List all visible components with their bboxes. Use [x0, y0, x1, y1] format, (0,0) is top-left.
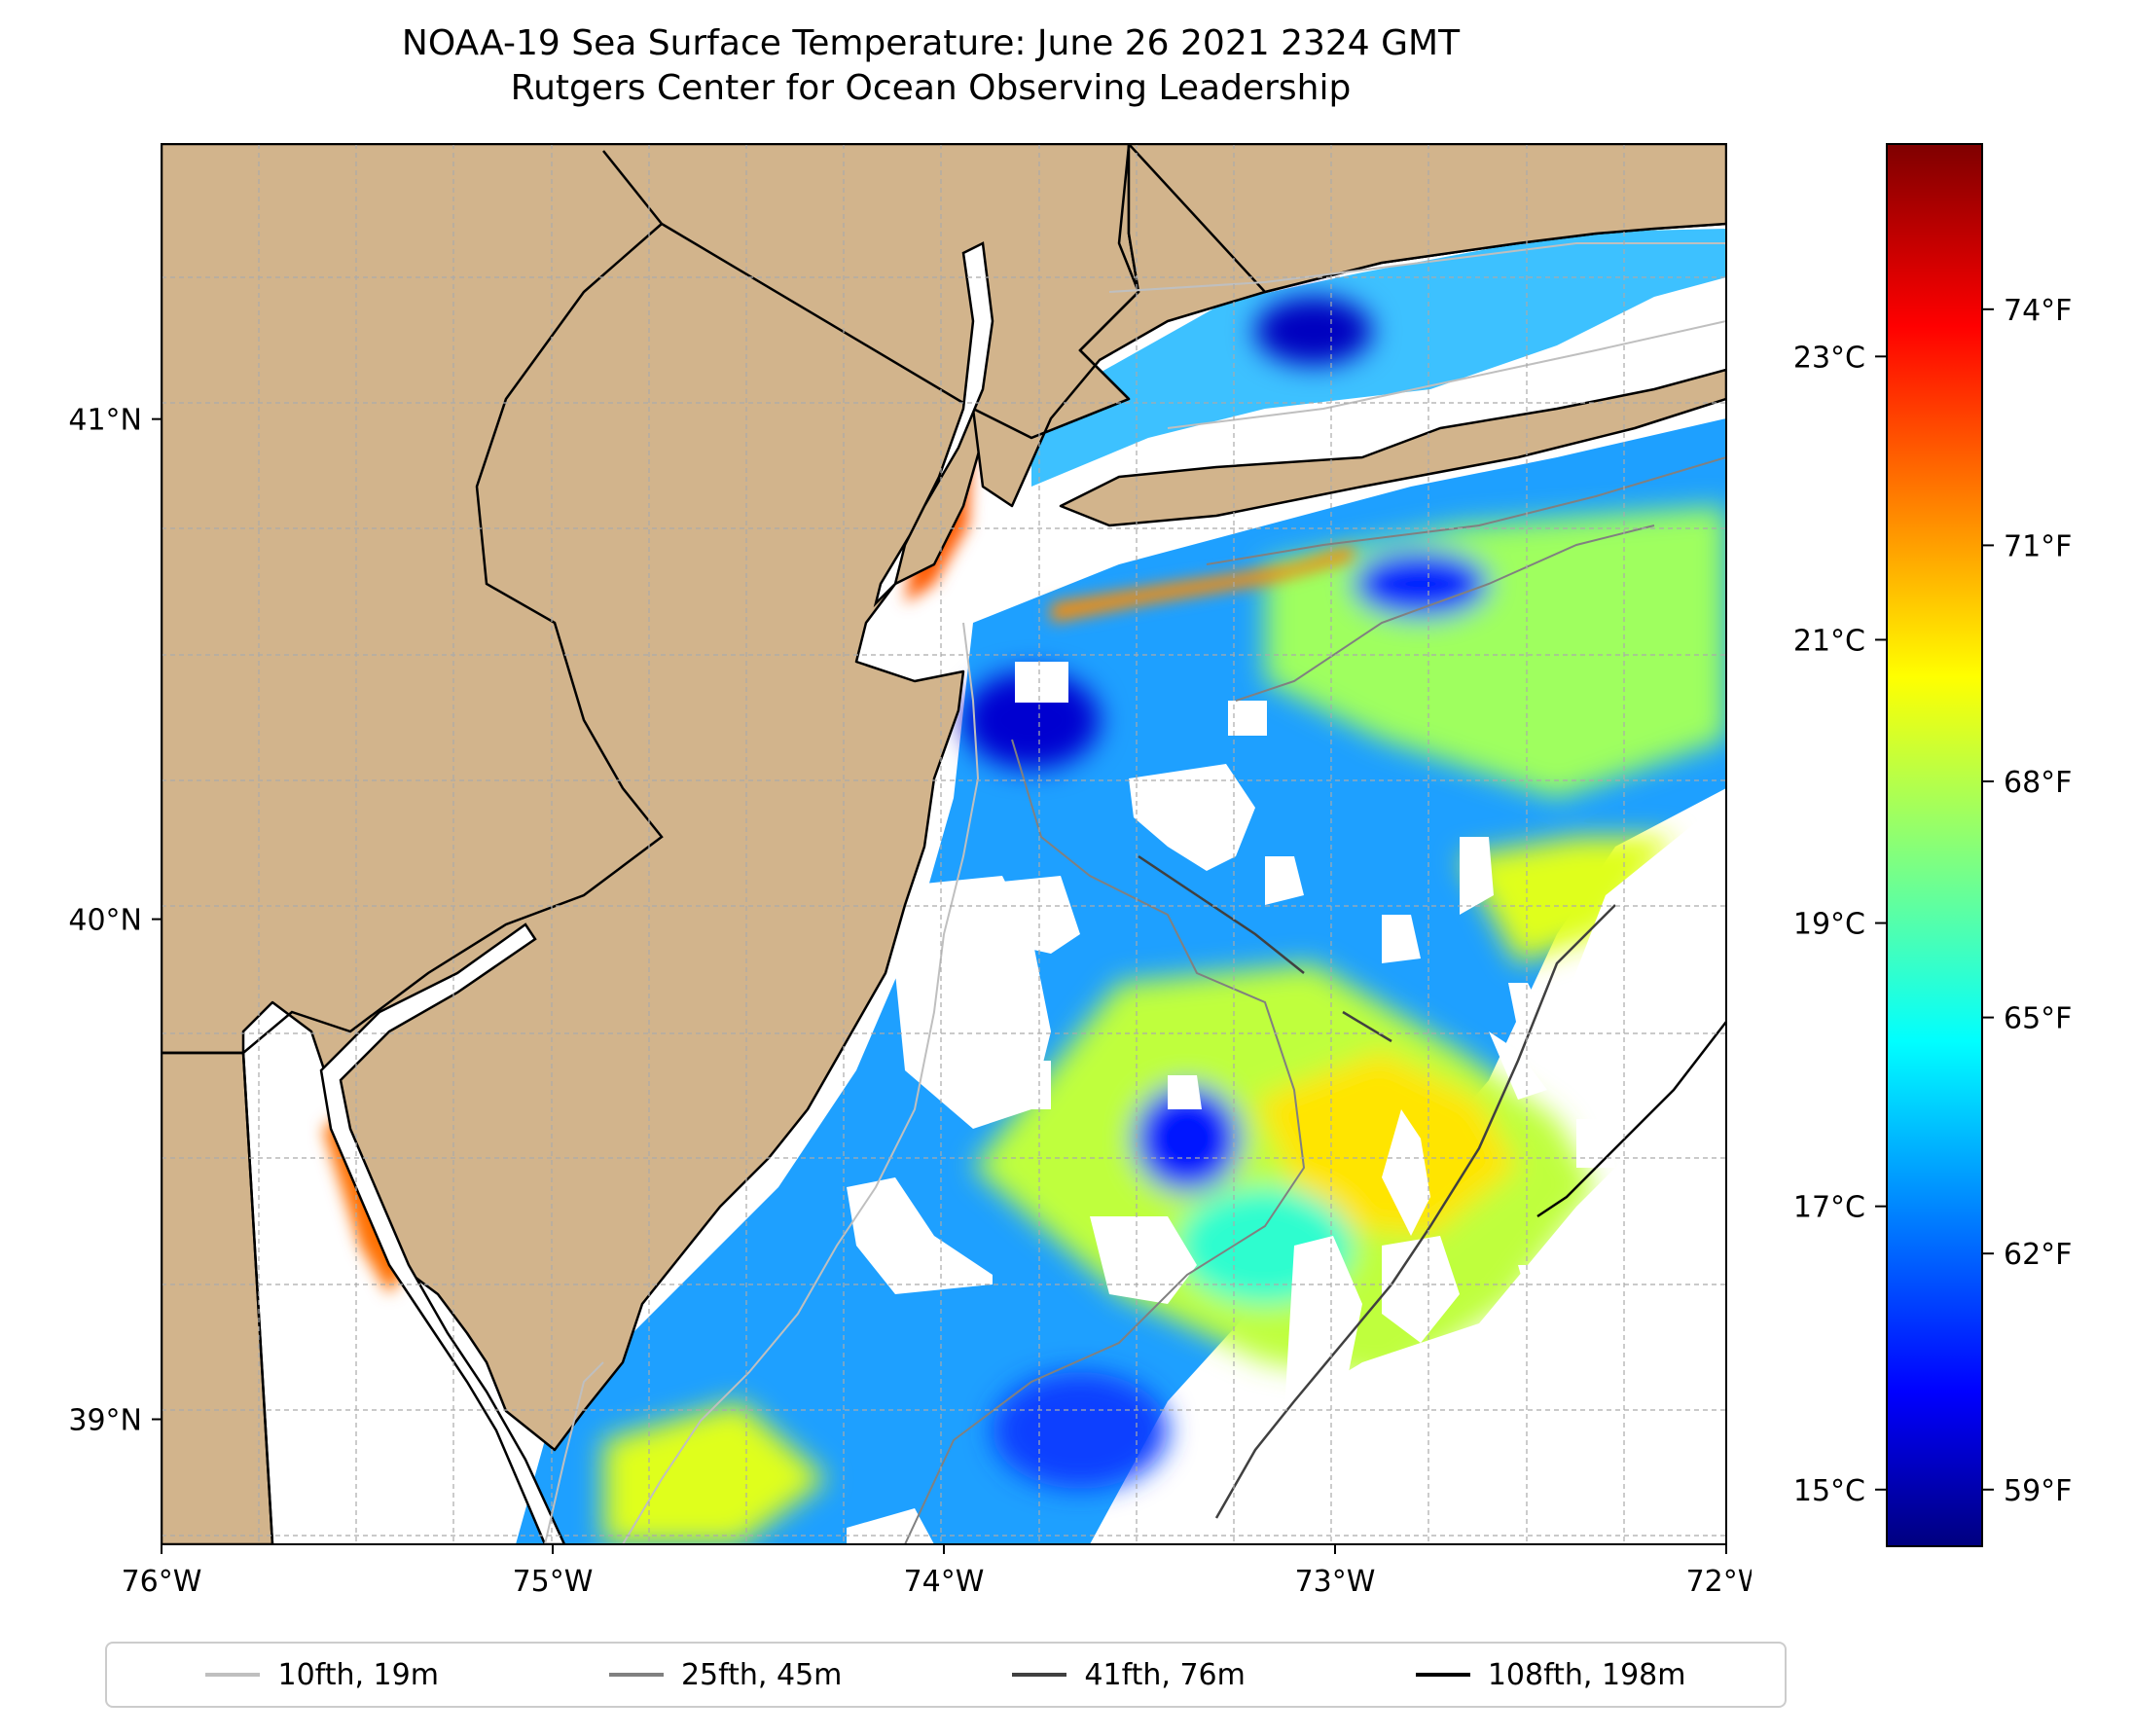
fahrenheit-tick-label: 71°F	[2004, 529, 2072, 563]
legend-label: 108fth, 198m	[1487, 1657, 1686, 1692]
fahrenheit-tick-label: 62°F	[2004, 1238, 2072, 1272]
isobath-41fth	[1138, 854, 1616, 1519]
celsius-tick-label: 23°C	[1793, 341, 1865, 375]
colorbar-fahrenheit-ticks: 59°F 62°F 65°F 68°F 71°F 74°F	[1982, 294, 2072, 1508]
isobath-10fth	[544, 242, 1726, 1544]
lon-tick-label: 76°W	[122, 1565, 202, 1599]
land-connecticut	[1127, 144, 1726, 294]
lon-tick-label: 75°W	[513, 1565, 594, 1599]
fahrenheit-tick-label: 65°F	[2004, 1002, 2072, 1036]
legend-label: 10fth, 19m	[277, 1657, 439, 1692]
no-data-southeast	[1197, 1070, 1726, 1544]
sst-cool-north	[1255, 297, 1372, 365]
state-borders	[162, 145, 1140, 1544]
fahrenheit-tick-label: 74°F	[2004, 294, 2072, 328]
isobath-25fth	[904, 456, 1726, 1544]
sst-cool-eddy-2	[993, 1372, 1168, 1489]
lat-ticks: 41°N 40°N 39°N	[68, 404, 162, 1438]
sst-cool-offshore	[1353, 550, 1489, 618]
lon-tick-label: 72°W	[1686, 1565, 1752, 1599]
sst-yellow-patch	[1460, 837, 1674, 963]
legend-line-swatch	[1415, 1673, 1470, 1677]
lon-tick-label: 73°W	[1295, 1565, 1376, 1599]
colorbar-celsius-ticks: 15°C 17°C 19°C 21°C 23°C	[1793, 341, 1887, 1508]
sst-yellow-south	[603, 1401, 827, 1544]
delaware-river	[319, 922, 566, 1544]
graticule	[162, 144, 1726, 1544]
isobath-legend: 10fth, 19m 25fth, 45m 41fth, 76m 108fth, 19…	[105, 1642, 1787, 1708]
hudson-river	[873, 241, 994, 608]
isobath-108fth	[1536, 1021, 1726, 1218]
title-line-1: NOAA-19 Sea Surface Temperature: June 26…	[401, 23, 1461, 63]
sst-warm-shore-li	[1051, 545, 1353, 623]
celsius-tick-label: 21°C	[1793, 624, 1865, 658]
lat-tick-label: 39°N	[68, 1404, 142, 1438]
fahrenheit-tick-label: 59°F	[2004, 1474, 2072, 1508]
legend-label: 41fth, 76m	[1084, 1657, 1246, 1692]
legend-line-swatch	[1012, 1673, 1067, 1677]
legend-item: 108fth, 198m	[1415, 1657, 1686, 1692]
celsius-tick-label: 19°C	[1793, 908, 1865, 942]
legend-line-swatch	[205, 1673, 261, 1677]
lon-tick-label: 74°W	[904, 1565, 985, 1599]
legend-item: 25fth, 45m	[608, 1657, 843, 1692]
land-new-york-long-island	[1059, 368, 1726, 527]
title-line-2: Rutgers Center for Ocean Observing Leade…	[510, 68, 1352, 108]
land	[162, 144, 1726, 1544]
sst-region-long-island-sound	[1031, 229, 1726, 487]
celsius-tick-label: 17°C	[1793, 1191, 1865, 1225]
legend-item: 41fth, 76m	[1012, 1657, 1246, 1692]
legend-label: 25fth, 45m	[680, 1657, 843, 1692]
sst-cool-eddy	[1134, 1085, 1241, 1192]
lat-tick-label: 40°N	[68, 904, 142, 938]
celsius-tick-label: 15°C	[1793, 1474, 1865, 1508]
colorbar-gradient	[1886, 143, 1983, 1547]
lon-ticks: 76°W 75°W 74°W 73°W 72°W	[122, 1544, 1752, 1599]
map-title: NOAA-19 Sea Surface Temperature: June 26…	[0, 21, 1861, 111]
legend-line-swatch	[608, 1673, 664, 1677]
legend-item: 10fth, 19m	[205, 1657, 439, 1692]
fahrenheit-tick-label: 68°F	[2004, 766, 2072, 800]
sst-field	[323, 229, 1726, 1544]
sst-map: 76°W 75°W 74°W 73°W 72°W 41°N 40°N 39°N	[68, 143, 1752, 1599]
lat-tick-label: 41°N	[68, 404, 142, 438]
